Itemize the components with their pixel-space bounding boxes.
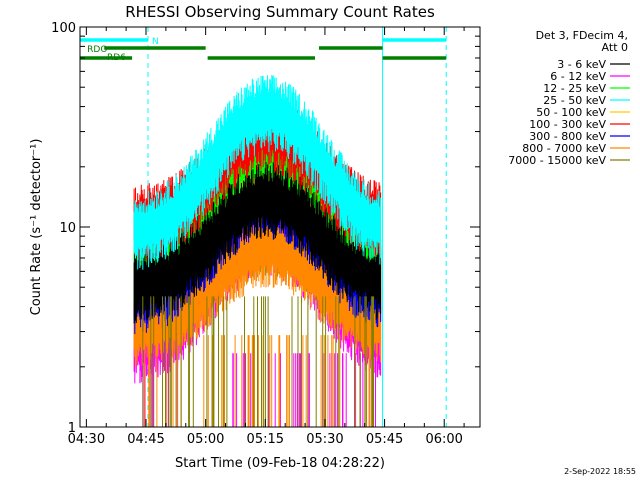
date-stamp: 2-Sep-2022 18:55 <box>564 467 636 476</box>
legend-entry-label: 7000 - 15000 keV <box>508 154 606 167</box>
x-tick-label: 04:30 <box>68 432 105 447</box>
legend-entry-label: 6 - 12 keV <box>550 70 606 83</box>
y-tick-label: 1 <box>68 421 76 436</box>
series-line <box>133 210 382 367</box>
legend-header: Det 3, FDecim 4, <box>536 29 628 42</box>
x-tick-label: 05:45 <box>366 432 403 447</box>
series-dropouts <box>143 353 376 427</box>
legend-entry-label: 50 - 100 keV <box>536 106 606 119</box>
y-axis-label: Count Rate (s⁻¹ detector⁻¹) <box>29 139 44 316</box>
x-axis-label: Start Time (09-Feb-18 04:28:22) <box>175 456 385 471</box>
x-tick-label: 05:00 <box>187 432 224 447</box>
flag-label-n: N <box>152 37 159 47</box>
legend-entry-label: 12 - 25 keV <box>543 82 606 95</box>
x-axis: 04:30 04:45 05:00 05:15 05:30 05:45 06:00 <box>68 27 465 447</box>
series-dropouts <box>142 296 374 427</box>
x-tick-label: 04:45 <box>127 432 164 447</box>
chart-title: RHESSI Observing Summary Count Rates <box>125 3 435 21</box>
legend-entry-label: 25 - 50 keV <box>543 94 606 107</box>
y-axis: 1 10 100 <box>51 21 480 436</box>
legend-header: Att 0 <box>602 41 628 54</box>
y-tick-label: 10 <box>59 221 76 236</box>
x-tick-label: 05:15 <box>247 432 284 447</box>
legend-entry-label: 3 - 6 keV <box>557 58 606 71</box>
legend-entry-label: 800 - 7000 keV <box>522 142 606 155</box>
flag-label-rdo: RDO <box>87 45 107 55</box>
y-tick-label: 100 <box>51 21 76 36</box>
x-tick-label: 06:00 <box>425 432 462 447</box>
flag-label-rd6: RD6 <box>107 53 126 63</box>
x-tick-label: 05:30 <box>306 432 343 447</box>
series-line <box>133 162 382 324</box>
series-line <box>133 74 382 270</box>
legend-entry-label: 100 - 300 keV <box>529 118 606 131</box>
legend-entry-label: 300 - 800 keV <box>529 130 606 143</box>
